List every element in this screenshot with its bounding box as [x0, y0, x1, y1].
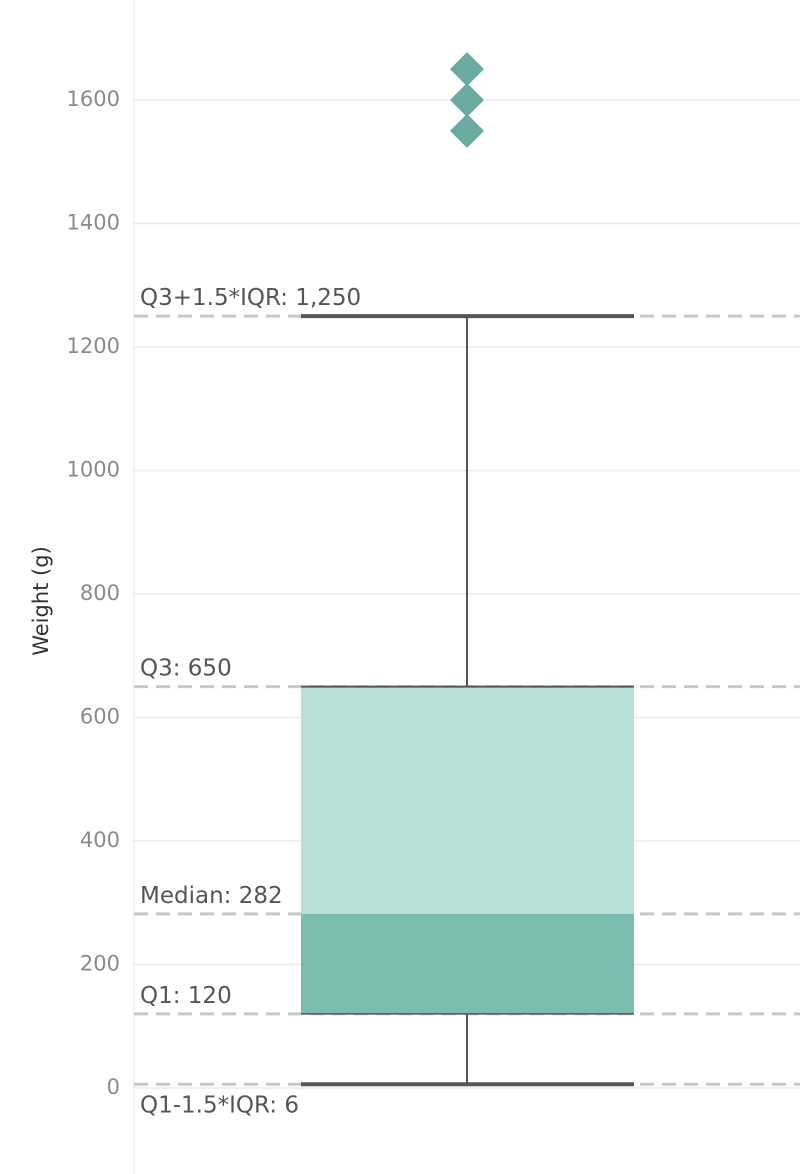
y-tick-label-200: 200 [80, 952, 120, 976]
y-tick-label-400: 400 [80, 828, 120, 852]
lower-box [301, 913, 634, 1014]
annotation-upper_whisker: Q3+1.5*IQR: 1,250 [140, 285, 361, 311]
annotation-median: Median: 282 [140, 883, 283, 909]
upper-box [301, 686, 634, 914]
y-axis-label: Weight (g) [29, 546, 53, 656]
annotation-q1: Q1: 120 [140, 983, 232, 1009]
y-tick-label-1400: 1400 [67, 211, 120, 235]
box-and-whiskers [301, 314, 634, 1087]
annotation-q3: Q3: 650 [140, 656, 232, 682]
y-axis-ticks: 0 200 400 600 800 1000 1200 1400 1600 [67, 87, 120, 1099]
annotations: Q3+1.5*IQR: 1,250 Q3: 650 Median: 282 Q1: 1… [140, 285, 361, 1118]
y-tick-label-0: 0 [107, 1075, 120, 1099]
outlier-point-0 [450, 52, 484, 87]
y-tick-label-800: 800 [80, 581, 120, 605]
outliers [450, 52, 484, 148]
outlier-point-1 [450, 83, 484, 117]
y-tick-label-600: 600 [80, 705, 120, 729]
outlier-point-2 [450, 113, 484, 148]
annotation-lower_whisker: Q1-1.5*IQR: 6 [140, 1092, 299, 1118]
y-tick-label-1000: 1000 [67, 458, 120, 482]
y-tick-label-1200: 1200 [67, 334, 120, 358]
y-tick-label-1600: 1600 [67, 87, 120, 111]
